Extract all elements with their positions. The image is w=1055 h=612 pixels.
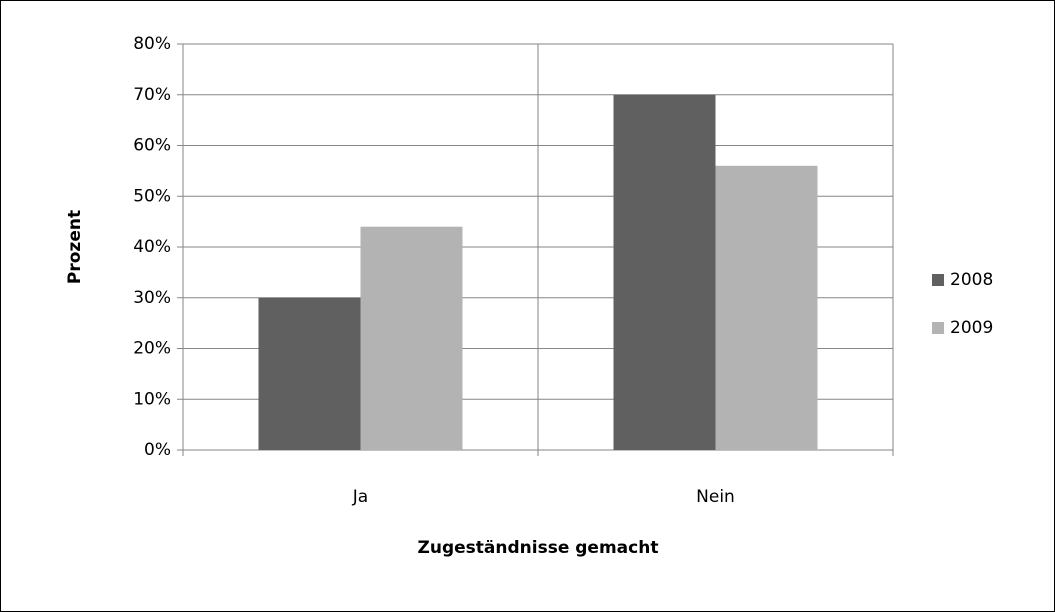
y-tick-label: 50% — [133, 186, 171, 206]
y-tick-label: 20% — [133, 339, 171, 359]
bar — [715, 165, 818, 451]
y-tick-label: 70% — [133, 85, 171, 105]
bar — [258, 297, 361, 450]
legend-swatch — [932, 322, 944, 334]
y-tick-label: 30% — [133, 288, 171, 308]
legend-label: 2008 — [950, 270, 993, 290]
y-tick-label: 80% — [133, 34, 171, 54]
y-axis-title: Prozent — [65, 210, 85, 284]
y-tick-label: 40% — [133, 237, 171, 257]
x-axis-title: Zugeständnisse gemacht — [418, 538, 659, 558]
bar — [613, 94, 716, 450]
y-tick-label: 10% — [133, 389, 171, 409]
legend-swatch — [932, 274, 944, 286]
x-tick-label: Ja — [352, 487, 368, 507]
bar — [360, 226, 463, 450]
y-tick-label: 0% — [144, 440, 171, 460]
legend-label: 2009 — [950, 318, 993, 338]
y-tick-label: 60% — [133, 136, 171, 156]
x-tick-label: Nein — [696, 487, 735, 507]
